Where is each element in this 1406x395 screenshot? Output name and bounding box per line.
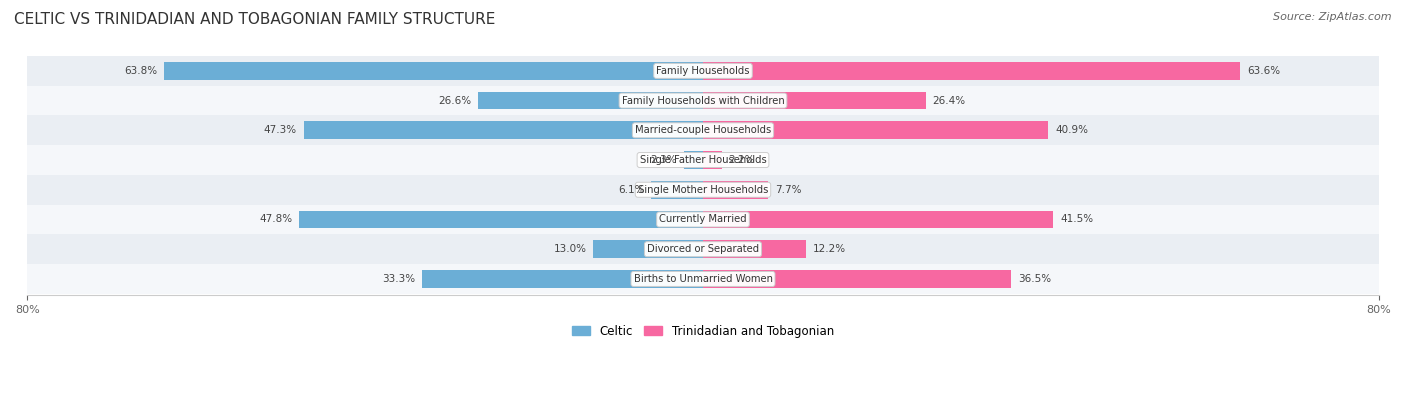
Bar (703, 62, 1240, 80)
Text: 12.2%: 12.2% (813, 244, 846, 254)
Bar (27, 56, 1379, 86)
Bar (27, 86, 1379, 115)
Bar (27, 175, 1379, 205)
Bar (703, 240, 806, 258)
Bar (165, 62, 703, 80)
Text: 2.2%: 2.2% (728, 155, 755, 165)
Bar (593, 240, 703, 258)
Bar (299, 211, 703, 228)
Text: Family Households with Children: Family Households with Children (621, 96, 785, 105)
Text: 36.5%: 36.5% (1018, 274, 1052, 284)
Text: 47.8%: 47.8% (260, 214, 292, 224)
Bar (27, 234, 1379, 264)
Text: Family Households: Family Households (657, 66, 749, 76)
Text: 6.1%: 6.1% (619, 185, 645, 195)
Bar (703, 270, 1011, 288)
Text: Currently Married: Currently Married (659, 214, 747, 224)
Bar (422, 270, 703, 288)
Text: 2.3%: 2.3% (651, 155, 676, 165)
Text: Single Mother Households: Single Mother Households (638, 185, 768, 195)
Bar (703, 181, 768, 199)
Bar (27, 115, 1379, 145)
Text: Source: ZipAtlas.com: Source: ZipAtlas.com (1274, 12, 1392, 22)
Text: 63.8%: 63.8% (124, 66, 157, 76)
Text: Divorced or Separated: Divorced or Separated (647, 244, 759, 254)
Text: 26.6%: 26.6% (439, 96, 471, 105)
Bar (703, 92, 927, 109)
Bar (478, 92, 703, 109)
Bar (27, 205, 1379, 234)
Bar (703, 121, 1049, 139)
Bar (703, 211, 1053, 228)
Text: 33.3%: 33.3% (382, 274, 415, 284)
Text: Married-couple Households: Married-couple Households (636, 125, 770, 135)
Bar (27, 145, 1379, 175)
Text: 63.6%: 63.6% (1247, 66, 1279, 76)
Text: Single Father Households: Single Father Households (640, 155, 766, 165)
Text: 13.0%: 13.0% (554, 244, 586, 254)
Bar (304, 121, 703, 139)
Text: 41.5%: 41.5% (1060, 214, 1094, 224)
Bar (683, 151, 703, 169)
Bar (703, 151, 721, 169)
Text: Births to Unmarried Women: Births to Unmarried Women (634, 274, 772, 284)
Text: 47.3%: 47.3% (264, 125, 297, 135)
Text: 26.4%: 26.4% (932, 96, 966, 105)
Text: CELTIC VS TRINIDADIAN AND TOBAGONIAN FAMILY STRUCTURE: CELTIC VS TRINIDADIAN AND TOBAGONIAN FAM… (14, 12, 495, 27)
Bar (27, 264, 1379, 294)
Text: 40.9%: 40.9% (1054, 125, 1088, 135)
Text: 7.7%: 7.7% (775, 185, 801, 195)
Bar (651, 181, 703, 199)
Legend: Celtic, Trinidadian and Tobagonian: Celtic, Trinidadian and Tobagonian (568, 320, 838, 342)
